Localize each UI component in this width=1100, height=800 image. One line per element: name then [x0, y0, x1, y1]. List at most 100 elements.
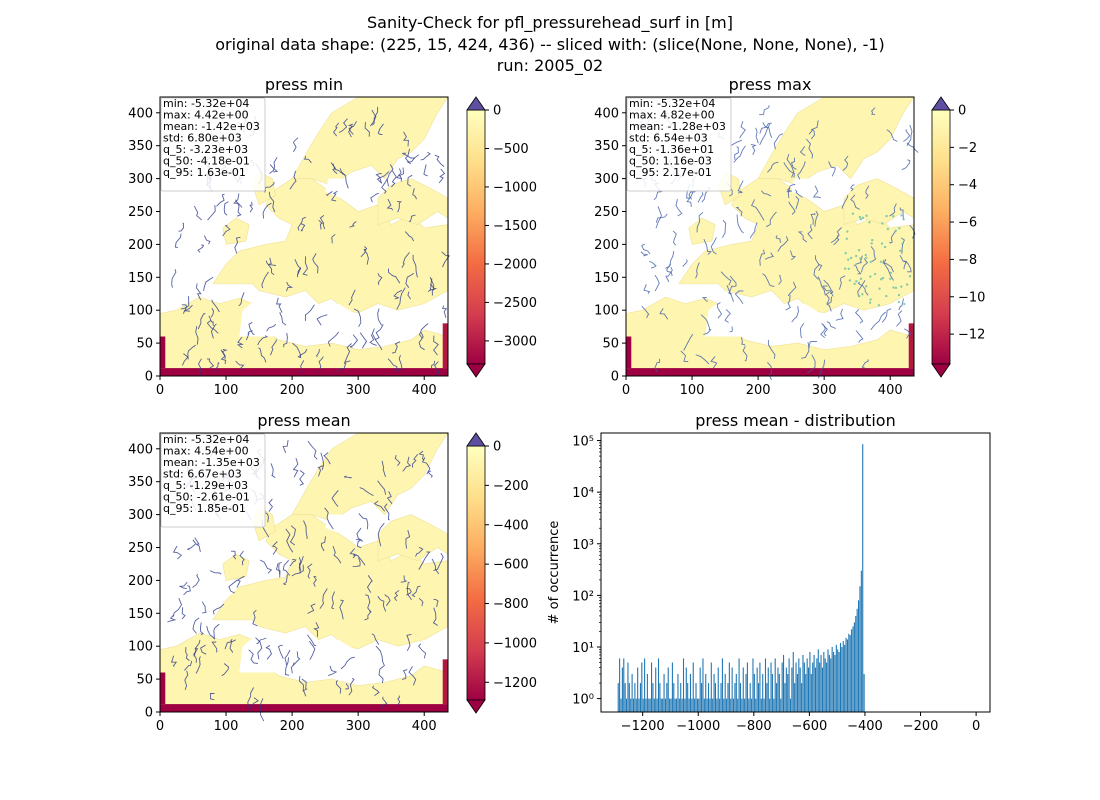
river-segment: [404, 148, 410, 163]
histogram-bar: [717, 667, 719, 712]
river-segment: [377, 123, 384, 136]
river-segment: [643, 284, 651, 295]
figure-title-line-2: original data shape: (225, 15, 424, 436)…: [215, 35, 885, 54]
histogram-bar: [687, 683, 689, 712]
histogram-bar: [663, 673, 665, 712]
histogram-bar: [620, 698, 622, 712]
river-segment: [787, 281, 797, 297]
histogram-bar: [780, 698, 782, 712]
river-segment: [383, 503, 390, 521]
river-segment: [377, 522, 385, 547]
y-tick-label: 400: [594, 106, 619, 121]
river-segment: [433, 552, 444, 572]
river-segment: [850, 194, 860, 210]
river-segment: [702, 296, 708, 302]
river-segment: [313, 622, 320, 637]
x-tick-label: 100: [214, 719, 239, 734]
histogram-bar: [673, 683, 675, 712]
river-segment: [826, 296, 832, 312]
river-segment: [394, 455, 401, 466]
histogram-bar: [712, 698, 714, 712]
river-segment: [739, 121, 746, 139]
low-value-strip: [160, 672, 166, 705]
river-segment: [870, 246, 877, 262]
histogram-bar: [776, 683, 778, 712]
river-segment: [271, 541, 278, 555]
river-segment: [259, 559, 273, 574]
histogram-bar: [639, 683, 641, 712]
river-segment: [388, 268, 401, 284]
river-segment: [371, 106, 379, 126]
histogram-bar: [735, 673, 737, 712]
histogram-bar: [705, 673, 707, 712]
axes-frame: [159, 432, 449, 713]
histogram-bar: [849, 635, 851, 712]
histogram-bar: [794, 683, 796, 712]
river-segment: [262, 202, 272, 219]
green-speck: [897, 293, 901, 297]
river-segment: [211, 299, 220, 313]
histogram-bar: [814, 667, 817, 712]
histogram-bar: [632, 698, 635, 712]
river-segment: [853, 264, 862, 275]
y-tick-label: 250: [128, 205, 153, 220]
colorbar-tick-label: −600: [493, 558, 529, 573]
river-segment: [680, 350, 689, 363]
histogram-bar: [769, 698, 771, 712]
river-segment: [814, 210, 819, 227]
histogram-bar: [637, 667, 639, 712]
green-speck: [845, 237, 848, 240]
river-segment: [265, 645, 273, 660]
histogram-bar: [848, 633, 850, 712]
stats-line: std: 6.67e+03: [163, 468, 242, 481]
river-segment: [401, 252, 410, 268]
histogram-bar: [732, 698, 735, 712]
colorbar-extend-max: [466, 432, 486, 447]
green-speck: [892, 215, 895, 218]
green-speck: [865, 214, 868, 217]
river-segment: [767, 339, 776, 359]
histogram-bar: [782, 654, 785, 712]
histogram-bar: [685, 667, 687, 712]
green-speck: [877, 304, 881, 307]
stats-line: q_5: -1.29e+03: [163, 479, 248, 492]
panel-title: press min: [265, 75, 343, 94]
river-segment: [790, 157, 797, 170]
histogram-bar: [653, 698, 655, 712]
river-segment: [682, 259, 688, 267]
river-segment: [364, 122, 370, 137]
y-tick-label: 10¹: [572, 641, 594, 656]
river-segment: [882, 259, 894, 273]
river-segment: [181, 304, 187, 314]
low-value-strip: [626, 336, 632, 369]
river-segment: [830, 227, 842, 243]
river-segment: [761, 190, 772, 197]
histogram-bar: [662, 698, 664, 712]
colorbar-tick-label: −2500: [493, 296, 537, 311]
stats-line: std: 6.54e+03: [629, 132, 708, 145]
histogram-bar: [803, 662, 805, 712]
river-segment: [429, 283, 438, 296]
histogram-bar: [748, 698, 750, 712]
river-segment: [266, 323, 276, 332]
river-segment: [338, 118, 348, 133]
river-segment: [319, 588, 328, 609]
histogram-bar: [763, 698, 765, 712]
river-segment: [899, 207, 904, 220]
sea-area: [791, 178, 838, 209]
histogram-bar: [855, 615, 857, 712]
stats-line: q_50: 1.16e-03: [629, 155, 712, 168]
stats-line: min: -5.32e+04: [163, 97, 249, 110]
colorbar-tick-label: −1000: [493, 636, 537, 651]
histogram-bar: [789, 698, 792, 712]
river-segment: [235, 199, 242, 217]
green-speck: [853, 282, 856, 286]
stats-line: max: 4.42e+00: [163, 109, 249, 122]
green-speck: [859, 277, 863, 281]
histogram-bar: [809, 651, 811, 712]
river-segment: [291, 564, 304, 577]
histogram-bar: [856, 608, 858, 712]
histogram-bar: [619, 658, 621, 712]
river-segment: [810, 128, 816, 140]
river-segment: [423, 164, 428, 177]
